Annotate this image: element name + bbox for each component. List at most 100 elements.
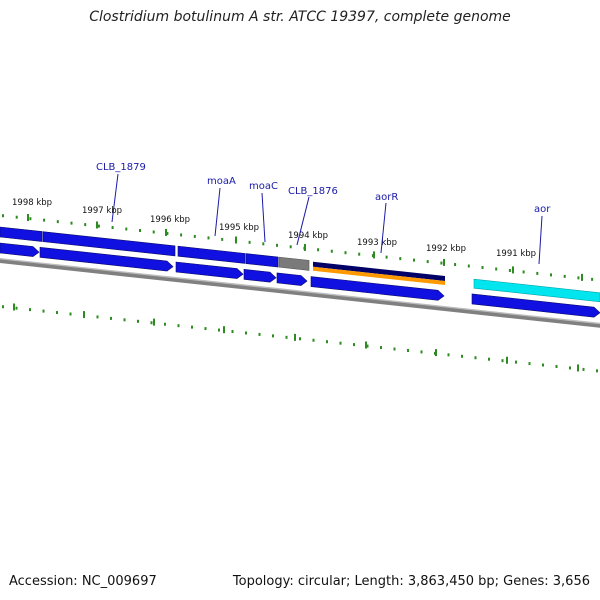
backbone-highlight <box>0 258 600 325</box>
tick-dot <box>84 223 87 227</box>
gene-leader-line <box>214 187 221 237</box>
gene-feature <box>0 226 43 242</box>
kbp-label: 1996 kbp <box>150 215 190 225</box>
tick-dot <box>393 347 396 351</box>
tick-dot <box>413 258 415 262</box>
gene-feature <box>42 231 176 257</box>
gene-label: aor <box>534 204 551 215</box>
gene-leader-line <box>380 202 387 254</box>
tick-dot <box>542 363 544 367</box>
tick-dot <box>191 325 193 329</box>
tick-dot <box>2 214 4 218</box>
tick-dot <box>285 335 288 339</box>
major-tick <box>365 341 367 349</box>
major-tick <box>223 326 225 334</box>
tick-dot <box>447 353 450 357</box>
tick-dot <box>380 346 382 350</box>
gene-arrow <box>310 276 445 301</box>
tick-dot <box>70 221 73 225</box>
gene-arrow <box>276 272 308 286</box>
tick-dot <box>501 359 504 363</box>
accession-text: Accession: NC_009697 <box>9 574 157 589</box>
major-tick <box>27 214 29 222</box>
gene-arrow <box>0 242 40 257</box>
kbp-label: 1995 kbp <box>219 223 259 233</box>
gene-feature <box>245 253 279 268</box>
tick-dot <box>467 264 470 268</box>
tick-dot <box>262 242 265 246</box>
tick-dot <box>528 362 531 366</box>
tick-dot <box>366 344 369 348</box>
tick-dot <box>426 260 429 264</box>
tick-dot <box>474 356 477 360</box>
gene-leader-line <box>261 192 266 243</box>
tick-dot <box>218 328 220 332</box>
gene-arrow <box>243 269 277 283</box>
tick-dot <box>139 229 141 233</box>
tick-dot <box>152 230 155 234</box>
gene-label: aorR <box>375 192 398 203</box>
tick-dot <box>569 366 571 370</box>
tick-dot <box>326 340 328 344</box>
tick-dot <box>339 341 342 345</box>
tick-dot <box>299 337 301 341</box>
kbp-label: 1994 kbp <box>288 231 328 241</box>
tick-dot <box>221 237 224 241</box>
tick-dot <box>550 273 552 277</box>
tick-dot <box>2 305 4 309</box>
tick-dot <box>204 327 207 331</box>
tick-dot <box>495 267 498 271</box>
major-tick <box>512 266 514 274</box>
major-tick <box>153 318 155 326</box>
tick-dot <box>289 245 292 249</box>
gene-label: moaA <box>207 176 236 187</box>
gene-feature <box>473 278 600 303</box>
tick-dot <box>150 321 153 325</box>
tick-dot <box>193 234 196 238</box>
tick-dot <box>231 330 234 334</box>
tick-dot <box>180 233 183 237</box>
tick-dot <box>258 332 261 336</box>
major-tick <box>373 251 375 259</box>
tick-dot <box>276 243 278 247</box>
tick-dot <box>330 249 333 253</box>
tick-dot <box>488 357 490 361</box>
kbp-label: 1992 kbp <box>426 244 466 254</box>
tick-dot <box>420 350 423 354</box>
kbp-label: 1997 kbp <box>82 206 122 216</box>
tick-dot <box>15 306 18 310</box>
tick-dot <box>272 334 274 338</box>
tick-dot <box>358 252 361 256</box>
tick-dot <box>536 271 539 275</box>
tick-dot <box>123 318 126 322</box>
tick-dot <box>454 263 457 267</box>
tick-dot <box>481 266 484 270</box>
tick-dot <box>461 354 463 358</box>
tick-dot <box>111 226 114 230</box>
tick-dot <box>582 367 585 371</box>
kbp-label: 1991 kbp <box>496 249 536 259</box>
gene-label: CLB_1879 <box>96 162 146 173</box>
tick-dot <box>42 309 45 313</box>
pseudogene-feature <box>278 256 310 271</box>
tick-dot <box>245 331 247 335</box>
tick-dot <box>344 251 347 255</box>
backbone-line <box>0 259 600 328</box>
gene-arrow <box>471 293 600 318</box>
tick-dot <box>407 348 409 352</box>
major-tick <box>443 258 445 266</box>
major-tick <box>506 356 508 364</box>
gene-leader-line <box>538 215 543 265</box>
major-tick <box>581 273 583 281</box>
tick-dot <box>399 257 402 261</box>
tick-dot <box>515 360 517 364</box>
tick-dot <box>69 312 72 316</box>
gene-label: moaC <box>249 181 278 192</box>
tick-dot <box>317 248 320 252</box>
tick-dot <box>353 343 355 347</box>
major-tick <box>96 221 98 229</box>
kbp-label: 1998 kbp <box>12 198 52 208</box>
gene-feature <box>313 266 445 286</box>
tick-dot <box>29 308 31 312</box>
